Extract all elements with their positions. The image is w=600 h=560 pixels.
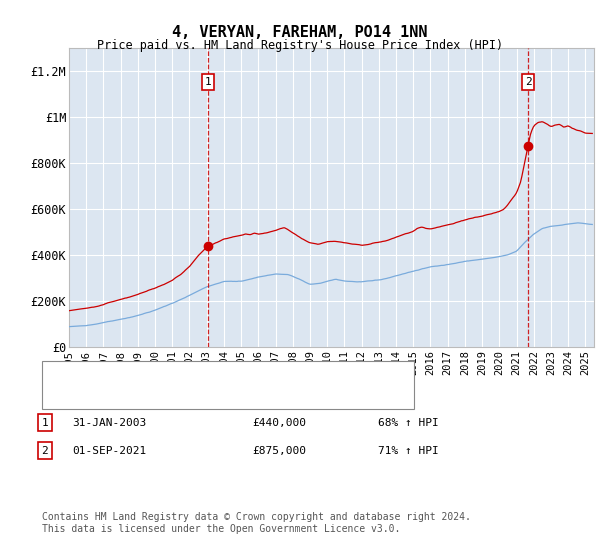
Text: 01-SEP-2021: 01-SEP-2021 [72,446,146,456]
Text: £875,000: £875,000 [252,446,306,456]
Text: ——: —— [49,367,66,381]
Text: 4, VERYAN, FAREHAM, PO14 1NN (detached house): 4, VERYAN, FAREHAM, PO14 1NN (detached h… [81,368,385,379]
Text: 4, VERYAN, FAREHAM, PO14 1NN: 4, VERYAN, FAREHAM, PO14 1NN [172,25,428,40]
Text: 2: 2 [524,77,532,87]
Text: HPI: Average price, detached house, Fareham: HPI: Average price, detached house, Fare… [81,389,371,399]
Text: 68% ↑ HPI: 68% ↑ HPI [378,418,439,428]
Text: £440,000: £440,000 [252,418,306,428]
Text: Price paid vs. HM Land Registry's House Price Index (HPI): Price paid vs. HM Land Registry's House … [97,39,503,52]
Text: 31-JAN-2003: 31-JAN-2003 [72,418,146,428]
Text: 1: 1 [41,418,49,428]
Text: Contains HM Land Registry data © Crown copyright and database right 2024.
This d: Contains HM Land Registry data © Crown c… [42,512,471,534]
Text: ——: —— [49,386,66,401]
Text: 2: 2 [41,446,49,456]
Text: 71% ↑ HPI: 71% ↑ HPI [378,446,439,456]
Text: 1: 1 [205,77,211,87]
